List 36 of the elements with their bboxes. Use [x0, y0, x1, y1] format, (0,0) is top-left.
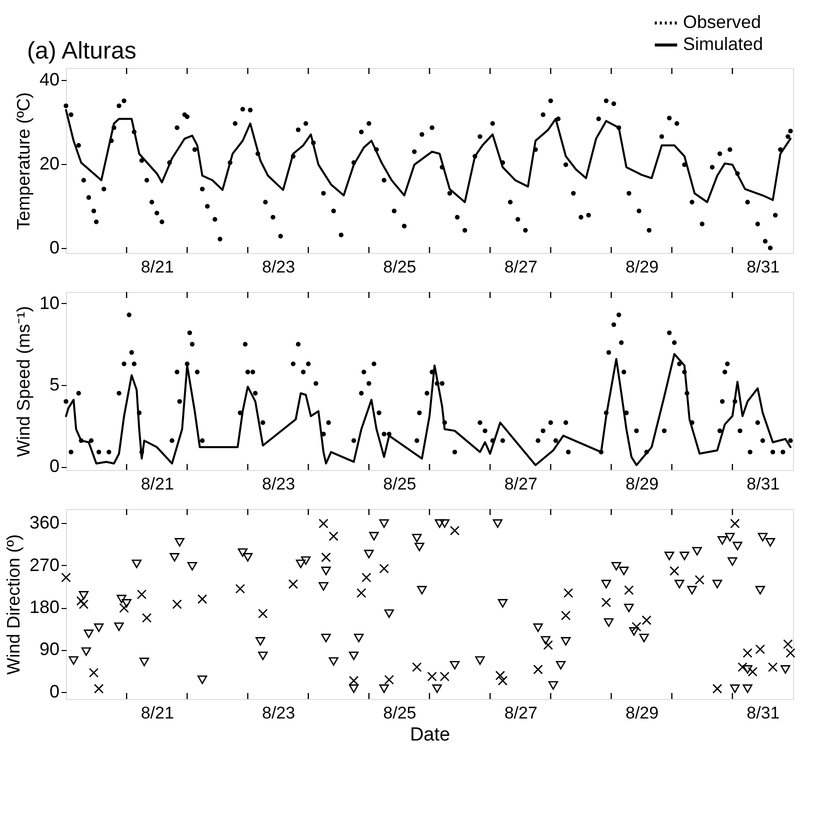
chart-title: (a) Alturas: [26, 37, 136, 64]
y-axis-title: Temperature (ºC): [13, 92, 34, 230]
x-tick-label: 8/31: [746, 474, 780, 494]
y-tick-label: 0: [49, 681, 60, 702]
x-tick-label: 8/21: [140, 258, 174, 276]
y-tick-label: 40: [39, 69, 60, 90]
x-tick-label: 8/27: [504, 474, 538, 494]
x-tick-label: 8/27: [504, 258, 538, 276]
y-tick-label: 180: [29, 597, 60, 618]
y-tick-label: 90: [39, 639, 60, 660]
x-tick-label: 8/23: [262, 258, 296, 276]
y-tick-label: 10: [39, 292, 60, 313]
x-tick-label: 8/25: [383, 704, 416, 722]
y-tick-label: 360: [29, 512, 60, 533]
x-tick-label: 8/21: [140, 704, 174, 722]
y-tick-label: 5: [49, 374, 60, 395]
x-tick-label: 8/31: [746, 704, 780, 722]
y-tick-label: 270: [29, 554, 60, 575]
y-tick-label: 0: [49, 237, 60, 258]
y-tick-label: 20: [39, 153, 60, 174]
x-tick-label: 8/29: [625, 258, 659, 276]
x-axis-title: Date: [410, 724, 450, 746]
y-tick-label: 0: [49, 456, 60, 476]
x-tick-label: 8/23: [262, 704, 296, 722]
legend-label: Simulated: [683, 34, 764, 54]
x-tick-label: 8/25: [383, 258, 416, 276]
y-axis-title: Wind Direction (º): [3, 534, 24, 675]
x-tick-label: 8/27: [504, 704, 538, 722]
x-tick-label: 8/23: [262, 474, 296, 494]
legend-label: Observed: [683, 12, 762, 32]
x-tick-label: 8/29: [625, 474, 659, 494]
x-tick-label: 8/29: [625, 704, 659, 722]
x-tick-label: 8/21: [140, 474, 174, 494]
x-tick-label: 8/31: [746, 258, 780, 276]
y-axis-title: Wind Speed (ms⁻¹): [13, 306, 34, 458]
x-tick-label: 8/25: [383, 474, 416, 494]
